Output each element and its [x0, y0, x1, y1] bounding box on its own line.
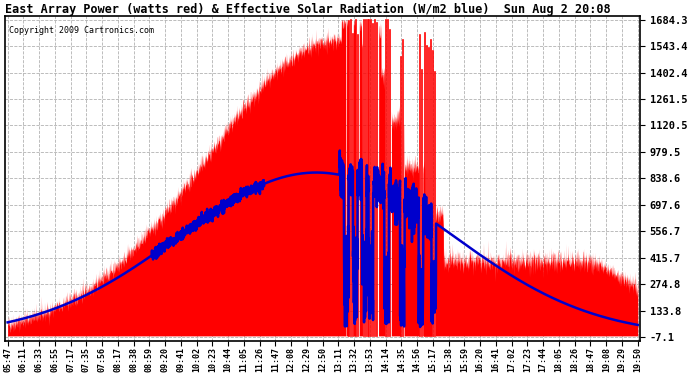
Text: East Array Power (watts red) & Effective Solar Radiation (W/m2 blue)  Sun Aug 2 : East Array Power (watts red) & Effective…	[6, 3, 611, 16]
Text: Copyright 2009 Cartronics.com: Copyright 2009 Cartronics.com	[8, 26, 154, 34]
